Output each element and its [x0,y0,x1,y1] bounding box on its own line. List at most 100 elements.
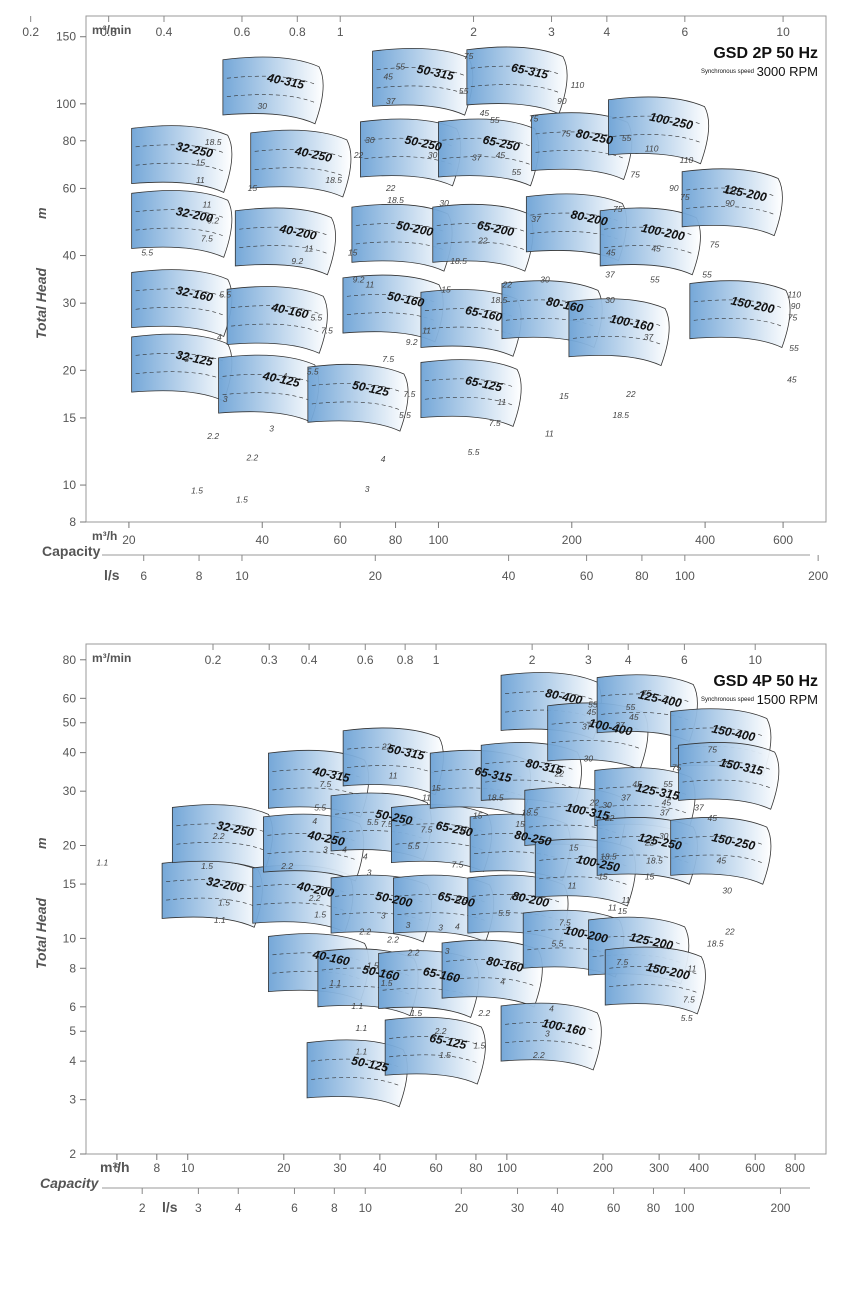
impeller-curve [530,231,619,240]
pump-range-tile[interactable] [678,742,780,810]
motor-kw-label: 2.2 [407,948,420,958]
motor-kw-label: 45 [606,248,616,258]
motor-kw-label: 45 [707,813,717,823]
x-top-tick-label: 0.2 [205,653,222,667]
y-tick-label: 10 [63,478,77,492]
pump-range-tile[interactable] [131,125,233,193]
motor-kw-label: 7.5 [201,234,213,244]
pump-range-tile[interactable] [599,207,701,276]
pump-range-tile[interactable] [441,939,543,1008]
pump-range-tile[interactable] [307,363,409,432]
motor-kw-label: 30 [584,753,594,763]
motor-kw-label: 45 [496,150,506,160]
y-tick-label: 40 [63,249,77,263]
motor-kw-label: 90 [791,301,801,311]
motor-kw-label: 110 [788,290,802,300]
x-top-tick-label: 0.4 [156,25,173,39]
y-tick-label: 20 [63,839,77,853]
pump-range-tile[interactable] [234,207,336,276]
x-top-tick-label: 10 [749,653,763,667]
pump-range-tile[interactable] [438,118,540,187]
motor-kw-label: 30 [257,101,267,111]
motor-kw-label: 3 [223,394,228,404]
impeller-curve [686,206,775,215]
pump-range-tile[interactable] [500,1002,602,1071]
pump-range-tile[interactable] [689,280,791,349]
pump-range-tile[interactable] [131,190,233,258]
pump-range-tile[interactable] [568,298,670,367]
y-axis-title: Total Head [33,898,49,969]
motor-kw-label: 22 [381,741,392,751]
motor-kw-label: 7.5 [382,354,394,364]
pump-range-tile[interactable] [222,56,324,125]
pump-range-tile[interactable] [384,1016,486,1085]
chart-subtitle: 3000 RPM [757,64,818,79]
pump-range-tile[interactable] [670,817,772,885]
pump-range-tile[interactable] [681,168,783,237]
y-tick-label: 80 [63,653,77,667]
motor-kw-label: 37 [605,270,615,280]
motor-kw-label: 18.5 [491,295,508,305]
x-top-tick-label: 6 [681,25,688,39]
x-tick-label: 600 [773,533,793,547]
pump-range-tile[interactable] [608,96,710,165]
motor-kw-label: 4 [342,844,347,854]
motor-kw-label: 45 [717,855,727,865]
motor-kw-label: 2.2 [212,831,225,841]
impeller-curve [424,396,514,406]
motor-kw-label: 30 [605,295,615,305]
motor-kw-label: 55 [588,700,598,710]
motor-kw-label: 4 [217,332,222,342]
pump-range-tile[interactable] [420,359,522,427]
x-tick-label: 60 [334,533,348,547]
ls-tick-label: 2 [139,1201,146,1215]
motor-kw-label: 15 [473,810,483,820]
x-axis-title: Capacity [40,1175,100,1191]
motor-kw-label: 1.5 [367,960,379,970]
y-tick-label: 20 [63,363,77,377]
motor-kw-label: 55 [622,133,632,143]
pump-range-tile[interactable] [306,1039,408,1108]
impeller-curve [239,226,328,236]
motor-kw-label: 55 [396,62,406,72]
motor-kw-label: 45 [662,797,672,807]
y-tick-label: 40 [63,746,77,760]
x-top-tick-label: 1 [337,25,344,39]
ls-tick-label: 20 [369,569,383,583]
impeller-curve [335,894,424,903]
pump-range-tile[interactable] [466,46,568,115]
impeller-curve [609,965,698,975]
impeller-curve [389,1036,478,1045]
pump-range-tile[interactable] [131,333,233,402]
motor-kw-label: 7.5 [321,325,333,335]
pump-range-tile[interactable] [604,946,706,1015]
x-tick-label: 30 [333,1161,347,1175]
motor-kw-label: 75 [707,745,717,755]
ls-tick-label: 10 [359,1201,373,1215]
pump-range-tile[interactable] [342,727,444,796]
motor-kw-label: 7.5 [559,918,571,928]
motor-kw-label: 11 [365,279,374,289]
motor-kw-label: 11 [459,825,468,835]
chart-title: GSD 4P 50 Hz [713,673,818,690]
motor-kw-label: 55 [626,702,636,712]
pump-range-tile[interactable] [218,354,320,423]
impeller-curve [572,317,662,327]
motor-kw-label: 7.5 [616,957,628,967]
impeller-curve [355,223,445,232]
pump-range-tile[interactable] [226,286,328,354]
impeller-curve [135,306,224,316]
y-tick-label: 6 [69,1000,76,1014]
motor-kw-label: 37 [386,96,396,106]
pump-range-tile[interactable] [131,269,233,337]
motor-kw-label: 1.5 [314,909,326,919]
x-top-tick-label: 4 [604,25,611,39]
motor-kw-label: 55 [789,343,799,353]
pump-range-tile[interactable] [250,129,352,198]
x-top-tick-label: 2 [470,25,477,39]
x-top-tick-label: 0.3 [100,25,117,39]
impeller-curve [424,308,514,317]
impeller-curve [530,212,619,222]
impeller-curve [485,779,574,789]
